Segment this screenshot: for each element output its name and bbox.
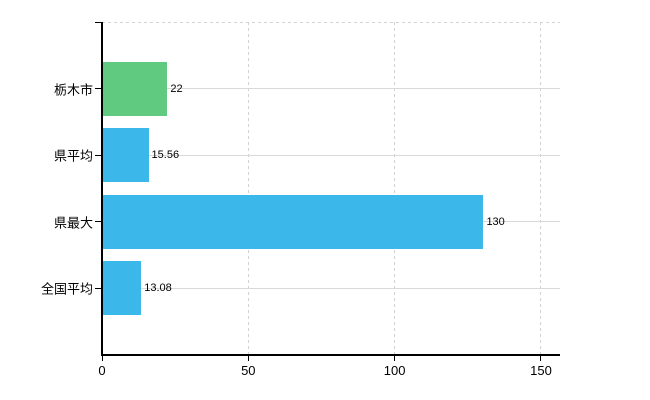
plot-top-border (102, 22, 560, 23)
vertical-gridline (247, 22, 249, 355)
y-axis-tick (95, 221, 102, 223)
bar-2 (103, 128, 149, 183)
x-axis-tick (101, 355, 103, 361)
x-tick-label: 0 (98, 363, 106, 378)
horizontal-gridline (102, 88, 560, 90)
bar-value-label: 130 (486, 215, 505, 228)
x-axis-tick (247, 355, 249, 361)
category-label-2: 県平均 (53, 148, 93, 164)
x-axis-line (101, 354, 560, 356)
y-axis-tick (95, 88, 102, 90)
x-tick-label: 50 (241, 363, 256, 378)
vertical-gridline (394, 22, 396, 355)
y-axis-tick (95, 287, 102, 289)
x-axis-tick (540, 355, 542, 361)
bar-value-label: 22 (170, 82, 183, 95)
category-label-4: 全国平均 (40, 281, 93, 297)
y-axis-tick (95, 154, 102, 156)
x-axis-tick (394, 355, 396, 361)
x-tick-label: 100 (383, 363, 406, 378)
bar-value-label: 13.08 (144, 282, 172, 295)
bar-4 (103, 261, 142, 316)
bar-value-label: 15.56 (151, 149, 180, 162)
horizontal-gridline (102, 287, 560, 289)
category-label-3: 県最大 (53, 215, 93, 231)
vertical-gridline (540, 22, 542, 355)
bar-3 (103, 194, 484, 249)
bar-1 (103, 61, 168, 116)
x-tick-label: 150 (530, 363, 552, 378)
category-label-1: 栃木市 (53, 82, 93, 98)
y-axis-line (101, 22, 103, 356)
y-axis-top-tick (95, 21, 102, 23)
horizontal-gridline (102, 154, 560, 156)
